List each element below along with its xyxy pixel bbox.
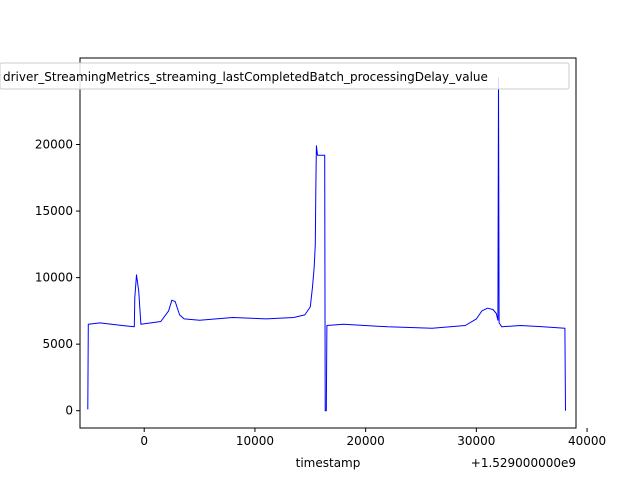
- x-axis-label: timestamp: [296, 456, 361, 470]
- x-tick-label: 20000: [347, 434, 385, 448]
- x-axis-offset-label: +1.529000000e9: [471, 456, 576, 470]
- legend-box: [0, 62, 570, 90]
- x-tick-label: 10000: [236, 434, 274, 448]
- y-tick-label: 15000: [35, 204, 73, 218]
- x-tick-label: 30000: [457, 434, 495, 448]
- series-line-0: [87, 77, 566, 412]
- y-tick-label: 10000: [35, 271, 73, 285]
- plot-frame: [79, 57, 577, 429]
- legend-entry-label: driver_StreamingMetrics_streaming_lastCo…: [3, 70, 488, 84]
- x-axis: 0 10000 20000 30000 40000: [140, 428, 606, 448]
- y-axis: 0 5000 10000 15000 20000: [35, 138, 80, 418]
- x-tick-label: 40000: [568, 434, 606, 448]
- y-tick-label: 5000: [42, 337, 73, 351]
- y-tick-label: 20000: [35, 138, 73, 152]
- y-tick-label: 0: [65, 404, 73, 418]
- x-tick-label: 0: [140, 434, 148, 448]
- series-layer: [87, 77, 566, 412]
- legend: driver_StreamingMetrics_streaming_lastCo…: [0, 62, 570, 90]
